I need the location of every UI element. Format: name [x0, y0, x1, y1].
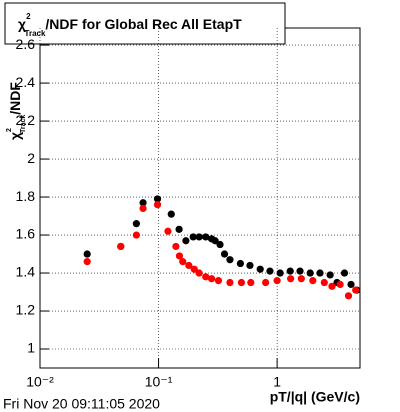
chart-title: χ2 Track/NDF for Global Rec All EtapT: [18, 12, 242, 38]
point: [247, 278, 255, 287]
point: [190, 265, 198, 273]
point: [211, 237, 219, 245]
point: [195, 269, 203, 277]
point: [202, 273, 210, 281]
point: [167, 210, 175, 218]
point: [117, 242, 125, 251]
y-label-symbol: χ: [7, 132, 23, 140]
point: [175, 252, 184, 260]
point: [139, 199, 147, 207]
point: [202, 233, 210, 241]
y-tick-label: 2.4: [16, 74, 36, 90]
point: [328, 282, 336, 290]
point: [352, 286, 360, 294]
point: [296, 267, 304, 275]
point: [273, 277, 281, 285]
point: [262, 278, 270, 287]
title-box: [4, 2, 286, 45]
point: [179, 258, 187, 266]
point: [340, 269, 349, 277]
point: [286, 267, 294, 275]
x-tick-label: 1: [273, 374, 281, 390]
point: [172, 242, 180, 251]
y-tick-label: 2: [27, 150, 35, 166]
point: [236, 259, 244, 268]
point: [297, 275, 305, 283]
point: [175, 225, 183, 233]
y-tick-label: 1.4: [16, 264, 36, 280]
title-sub: Track: [25, 29, 46, 38]
point: [226, 278, 234, 287]
x-tick-label: 10⁻²: [26, 374, 54, 390]
point: [276, 269, 284, 277]
footer: Fri Nov 20 09:11:05 2020: [3, 396, 160, 412]
point: [132, 220, 140, 228]
point: [83, 258, 91, 266]
point: [153, 201, 162, 209]
point: [185, 261, 193, 270]
point: [306, 269, 314, 277]
title-sup: 2: [26, 12, 31, 21]
y-tick-label: 2.6: [16, 36, 36, 52]
point: [216, 240, 224, 249]
point: [83, 250, 91, 258]
y-label-sub: Track: [20, 115, 27, 133]
x-axis-label: pT/|q| (GeV/c): [270, 389, 360, 405]
point: [214, 277, 223, 285]
point: [195, 233, 203, 241]
point: [182, 237, 190, 245]
point: [237, 278, 246, 287]
point: [336, 280, 344, 289]
y-tick-label: 1.6: [16, 226, 36, 242]
y-tick-label: 2.2: [16, 112, 36, 128]
point: [132, 231, 140, 239]
point: [189, 233, 197, 241]
point: [226, 256, 234, 264]
title-symbol: χ: [18, 16, 26, 32]
point: [164, 227, 172, 235]
point: [220, 250, 229, 258]
point: [266, 267, 274, 275]
y-label-text: /NDF: [7, 82, 23, 115]
point: [309, 277, 317, 285]
y-tick-label: 1.8: [16, 188, 36, 204]
title-text: /NDF for Global Rec All EtapT: [45, 16, 242, 32]
point: [153, 195, 162, 203]
y-label-sup: 2: [6, 128, 13, 132]
point: [139, 204, 147, 213]
y-axis-label: χ2 Track/NDF: [6, 82, 27, 140]
point: [287, 275, 295, 283]
point: [347, 280, 355, 289]
point: [316, 269, 324, 277]
point: [326, 271, 334, 279]
point: [344, 292, 353, 300]
y-tick-label: 1: [27, 340, 35, 356]
point: [256, 265, 264, 273]
point: [207, 275, 216, 283]
point: [246, 261, 254, 270]
x-tick-label: 10⁻¹: [145, 374, 173, 390]
point: [320, 278, 328, 287]
y-tick-label: 1.2: [16, 302, 36, 318]
